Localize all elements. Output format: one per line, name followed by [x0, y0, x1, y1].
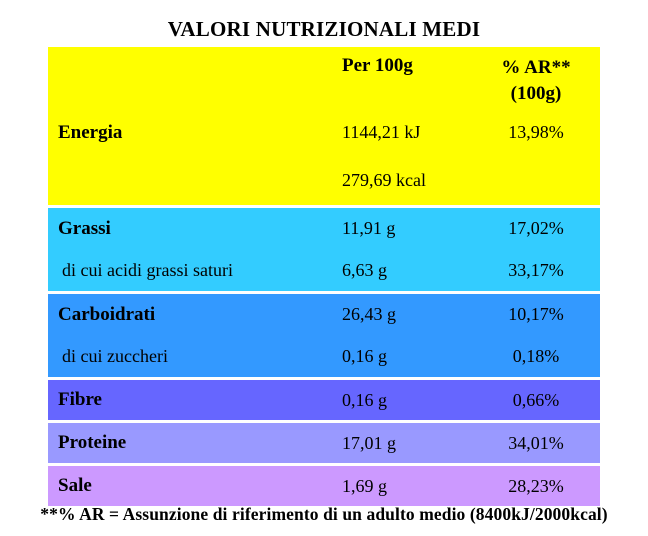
grassi-value: 11,91 g	[342, 218, 396, 239]
nutrition-table: Per 100g % AR** (100g) Energia 1144,21 k…	[48, 47, 600, 509]
zuccheri-ar-value: 0,18%	[512, 345, 560, 366]
column-header-ar-line2: (100g)	[510, 82, 562, 104]
sale-ar-value: 28,23%	[508, 475, 564, 496]
table-row-sale: Sale 1,69 g 28,23%	[48, 466, 600, 506]
column-header-per100g: Per 100g	[342, 55, 413, 76]
fibre-value: 0,16 g	[342, 389, 387, 410]
carboidrati-value: 26,43 g	[342, 304, 396, 325]
column-header-ar: % AR** (100g)	[472, 55, 600, 106]
grassi-ar-value: 17,02%	[508, 218, 564, 239]
carboidrati-ar-value: 10,17%	[508, 304, 564, 325]
row-label: Proteine	[58, 432, 127, 453]
section-protein: Proteine 17,01 g 34,01%	[48, 423, 600, 463]
row-sublabel: di cui acidi grassi saturi	[62, 259, 233, 280]
section-carbs: Carboidrati 26,43 g 10,17% di cui zucche…	[48, 294, 600, 377]
table-row-fibre: Fibre 0,16 g 0,66%	[48, 380, 600, 420]
grassi-saturi-value: 6,63 g	[342, 259, 387, 280]
table-row-energia-kcal: 279,69 kcal	[48, 156, 600, 205]
ar-footnote: **% AR = Assunzione di riferimento di un…	[40, 504, 608, 524]
energia-kcal-value: 279,69 kcal	[342, 170, 426, 190]
proteine-value: 17,01 g	[342, 432, 396, 453]
row-label: Carboidrati	[58, 303, 156, 325]
zuccheri-value: 0,16 g	[342, 345, 387, 366]
table-header-row: Per 100g % AR** (100g)	[48, 47, 600, 109]
section-salt: Sale 1,69 g 28,23%	[48, 466, 600, 506]
row-label: Grassi	[58, 217, 111, 239]
table-row-proteine: Proteine 17,01 g 34,01%	[48, 423, 600, 463]
fibre-ar-value: 0,66%	[512, 389, 560, 410]
sale-value: 1,69 g	[342, 475, 387, 496]
row-sublabel: di cui zuccheri	[62, 345, 168, 366]
column-header-ar-line1: % AR**	[501, 57, 571, 78]
section-energy: Per 100g % AR** (100g) Energia 1144,21 k…	[48, 47, 600, 205]
section-fats: Grassi 11,91 g 17,02% di cui acidi grass…	[48, 208, 600, 291]
table-row-energia: Energia 1144,21 kJ 13,98%	[48, 109, 600, 156]
table-row-carboidrati: Carboidrati 26,43 g 10,17%	[48, 294, 600, 336]
grassi-saturi-ar-value: 33,17%	[508, 259, 564, 280]
row-label: Fibre	[58, 389, 102, 410]
energia-kj-value: 1144,21 kJ	[342, 122, 421, 142]
row-label: Sale	[58, 475, 92, 496]
page-title: VALORI NUTRIZIONALI MEDI	[167, 17, 481, 41]
proteine-ar-value: 34,01%	[508, 432, 564, 453]
table-row-zuccheri: di cui zuccheri 0,16 g 0,18%	[48, 336, 600, 378]
table-row-grassi-saturi: di cui acidi grassi saturi 6,63 g 33,17%	[48, 250, 600, 292]
energia-ar-value: 13,98%	[508, 122, 564, 142]
table-row-grassi: Grassi 11,91 g 17,02%	[48, 208, 600, 250]
section-fiber: Fibre 0,16 g 0,66%	[48, 380, 600, 420]
row-label: Energia	[58, 121, 123, 143]
